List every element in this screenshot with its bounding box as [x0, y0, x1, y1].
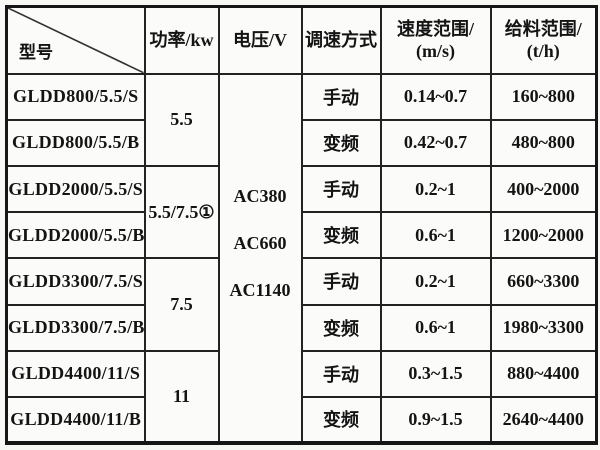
speed-range-cell: 0.9~1.5	[379, 395, 492, 445]
model-cell: GLDD4400/11/B	[5, 395, 146, 445]
model-cell: GLDD2000/5.5/S	[5, 165, 146, 214]
model-cell: GLDD800/5.5/S	[5, 72, 146, 121]
header-feed-range-line1: 给料范围/	[504, 18, 582, 39]
header-mode-cell: 调速方式	[300, 5, 382, 75]
voltage-line-ac660: AC660	[233, 233, 287, 254]
table-row: GLDD4400/11/B 变频 0.9~1.5 2640~4400	[5, 395, 598, 445]
speed-range-cell: 0.3~1.5	[379, 349, 492, 398]
power-cell: 5.5/7.5①	[143, 165, 220, 260]
voltage-lines: AC380 AC660 AC1140	[221, 173, 300, 314]
speed-range-cell: 0.14~0.7	[379, 72, 492, 121]
feed-range-cell: 2640~4400	[489, 395, 598, 445]
model-cell: GLDD4400/11/S	[5, 349, 146, 398]
power-cell: 5.5	[143, 72, 220, 168]
header-speed-range-line1: 速度范围/	[396, 18, 474, 39]
header-speed-range-line2: (m/s)	[416, 41, 455, 62]
mode-cell: 变频	[300, 303, 382, 352]
feeder-spec-table: 型号 功率/kw 电压/V 调速方式 速度范围/ (m/s) 给料范围/ (t/…	[5, 5, 598, 445]
power-cell: 7.5	[143, 257, 220, 352]
speed-range-cell: 0.2~1	[379, 165, 492, 214]
power-cell: 11	[143, 349, 220, 445]
voltage-cell: AC380 AC660 AC1140	[217, 72, 303, 445]
table-row: GLDD3300/7.5/S 7.5 手动 0.2~1 660~3300	[5, 257, 598, 352]
table-row: GLDD800/5.5/S 5.5 AC380 AC660 AC1140 手动 …	[5, 72, 598, 445]
feed-range-cell: 400~2000	[489, 165, 598, 214]
header-voltage-cell: 电压/V	[217, 5, 303, 75]
feed-range-cell: 160~800	[489, 72, 598, 121]
mode-cell: 手动	[300, 257, 382, 306]
table-row: GLDD800/5.5/B 变频 0.42~0.7 480~800	[5, 118, 598, 168]
voltage-line-ac1140: AC1140	[229, 280, 291, 301]
feed-range-cell: 480~800	[489, 118, 598, 168]
speed-range-cell: 0.2~1	[379, 257, 492, 306]
mode-cell: 变频	[300, 211, 382, 260]
header-model-cell: 型号	[5, 5, 146, 75]
mode-cell: 变频	[300, 395, 382, 445]
header-speed-range-cell: 速度范围/ (m/s)	[379, 5, 492, 75]
header-feed-range-line2: (t/h)	[526, 41, 560, 62]
header-diagonal-line-icon	[8, 8, 144, 73]
header-model-label: 型号	[19, 43, 53, 63]
speed-range-cell: 0.6~1	[379, 303, 492, 352]
header-row: 型号 功率/kw 电压/V 调速方式 速度范围/ (m/s) 给料范围/ (t/…	[5, 5, 598, 75]
voltage-line-ac380: AC380	[233, 186, 287, 207]
mode-cell: 手动	[300, 165, 382, 214]
mode-cell: 手动	[300, 349, 382, 398]
model-cell: GLDD3300/7.5/S	[5, 257, 146, 306]
table-row: GLDD2000/5.5/S 5.5/7.5① 手动 0.2~1 400~200…	[5, 165, 598, 260]
mode-cell: 变频	[300, 118, 382, 168]
speed-range-cell: 0.6~1	[379, 211, 492, 260]
model-cell: GLDD800/5.5/B	[5, 118, 146, 168]
speed-range-cell: 0.42~0.7	[379, 118, 492, 168]
mode-cell: 手动	[300, 72, 382, 121]
table-row: GLDD3300/7.5/B 变频 0.6~1 1980~3300	[5, 303, 598, 352]
feed-range-cell: 660~3300	[489, 257, 598, 306]
model-cell: GLDD2000/5.5/B	[5, 211, 146, 260]
table-row: GLDD2000/5.5/B 变频 0.6~1 1200~2000	[5, 211, 598, 260]
header-power-cell: 功率/kw	[143, 5, 220, 75]
table-row: GLDD4400/11/S 11 手动 0.3~1.5 880~4400	[5, 349, 598, 445]
feed-range-cell: 1980~3300	[489, 303, 598, 352]
feed-range-cell: 880~4400	[489, 349, 598, 398]
feed-range-cell: 1200~2000	[489, 211, 598, 260]
header-feed-range-cell: 给料范围/ (t/h)	[489, 5, 598, 75]
model-cell: GLDD3300/7.5/B	[5, 303, 146, 352]
